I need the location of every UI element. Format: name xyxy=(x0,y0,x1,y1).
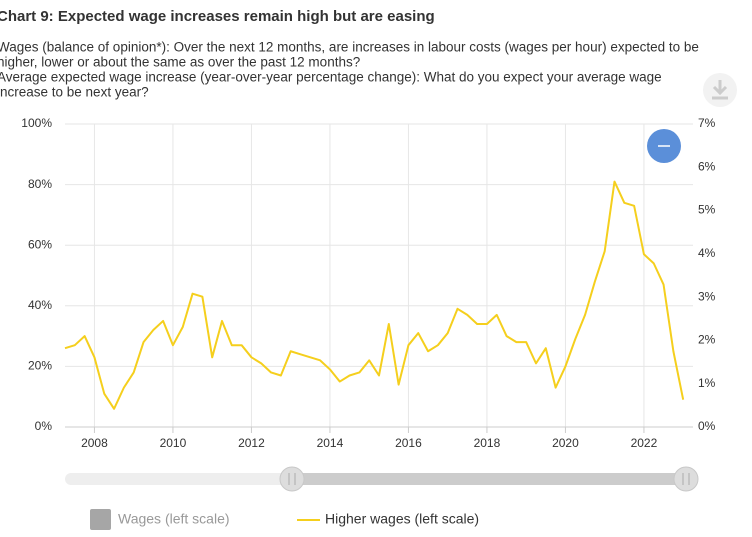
y2-tick-label: 7% xyxy=(698,116,716,130)
chart-subtitle: higher, lower or about the same as over … xyxy=(0,55,360,70)
y-tick-label: 100% xyxy=(21,116,52,130)
y2-tick-label: 2% xyxy=(698,333,716,347)
y2-tick-label: 1% xyxy=(698,376,716,390)
x-tick-label: 2014 xyxy=(317,436,344,450)
chart-subtitle: Average expected wage increase (year-ove… xyxy=(0,70,662,85)
y2-tick-label: 4% xyxy=(698,246,716,260)
x-tick-label: 2020 xyxy=(552,436,579,450)
y2-tick-label: 0% xyxy=(698,419,716,433)
x-tick-label: 2012 xyxy=(238,436,265,450)
y-tick-label: 20% xyxy=(28,359,52,373)
chart-subtitle: increase to be next year? xyxy=(0,85,149,100)
data-line xyxy=(64,180,685,410)
legend-label: Higher wages (left scale) xyxy=(325,511,479,527)
download-button[interactable] xyxy=(703,73,737,107)
x-tick-label: 2010 xyxy=(160,436,187,450)
legend-label: Wages (left scale) xyxy=(118,511,230,527)
x-tick-label: 2022 xyxy=(631,436,658,450)
chart-subtitle: Wages (balance of opinion*): Over the ne… xyxy=(0,40,699,55)
y-tick-label: 0% xyxy=(35,419,53,433)
y-tick-label: 80% xyxy=(28,177,52,191)
x-tick-label: 2018 xyxy=(474,436,501,450)
chart-title: Chart 9: Expected wage increases remain … xyxy=(0,8,435,25)
y2-tick-label: 6% xyxy=(698,159,716,173)
y-tick-label: 40% xyxy=(28,298,52,312)
y-tick-label: 60% xyxy=(28,237,52,251)
x-tick-label: 2016 xyxy=(395,436,422,450)
y2-tick-label: 5% xyxy=(698,203,716,217)
x-tick-label: 2008 xyxy=(81,436,108,450)
range-slider[interactable] xyxy=(65,466,699,492)
y2-tick-label: 3% xyxy=(698,289,716,303)
zoom-button[interactable] xyxy=(647,129,681,163)
legend-swatch xyxy=(90,509,111,530)
